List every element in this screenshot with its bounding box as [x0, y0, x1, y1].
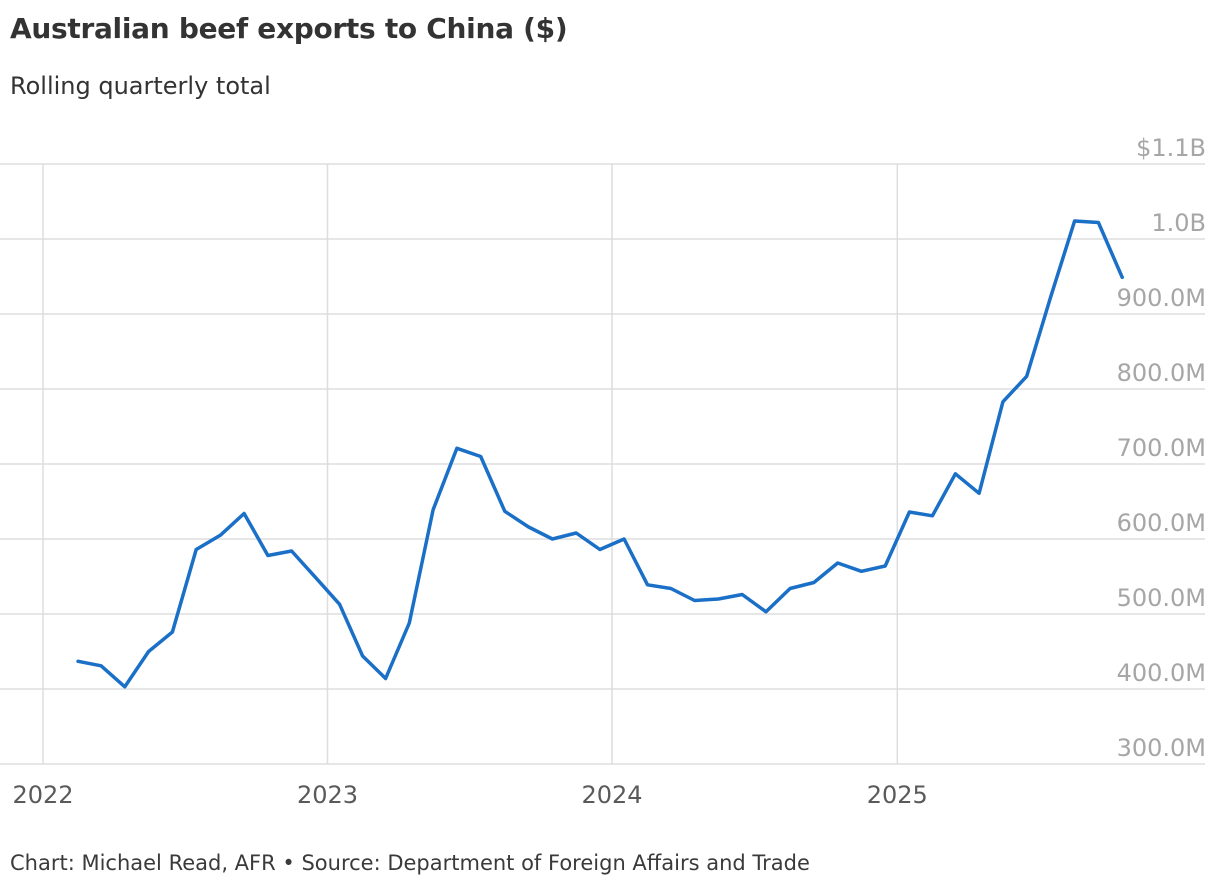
y-tick-label: 1.0B	[1151, 209, 1206, 237]
x-tick-label: 2025	[867, 781, 928, 809]
data-point[interactable]: 2023-06: 721	[451, 442, 463, 454]
data-point[interactable]: 2024-06: 526	[736, 589, 748, 601]
data-point[interactable]: 2022-05: 450	[143, 646, 155, 658]
data-point[interactable]: 2023-10: 600	[546, 533, 558, 545]
y-tick-label: 400.0M	[1117, 659, 1206, 687]
data-point[interactable]: 2022-09: 634	[238, 508, 250, 520]
series-line	[76, 219, 1124, 689]
data-point[interactable]: 2023-05: 639	[427, 504, 439, 516]
data-point[interactable]: 2022-04: 403	[119, 681, 131, 693]
y-tick-label: $1.1B	[1136, 134, 1206, 162]
data-point[interactable]: 2025-09: 1022	[1092, 217, 1104, 229]
data-point[interactable]: 2024-05: 520	[712, 593, 724, 605]
data-point[interactable]: 2022-08: 605	[214, 529, 226, 541]
chart-footer-credit: Chart: Michael Read, AFR • Source: Depar…	[10, 851, 810, 875]
data-point[interactable]: 2023-11: 608	[570, 527, 582, 539]
data-point[interactable]: 2025-02: 631	[926, 510, 938, 522]
data-point[interactable]: 2022-10: 578	[262, 550, 274, 562]
data-point[interactable]: 2025-05: 783	[997, 396, 1009, 408]
data-point[interactable]: 2023-12: 586	[594, 544, 606, 556]
x-tick-label: 2023	[297, 781, 358, 809]
data-point[interactable]: 2024-10: 568	[832, 557, 844, 569]
data-point[interactable]: 2023-01: 513	[334, 598, 346, 610]
data-point[interactable]: 2022-06: 476	[166, 626, 178, 638]
y-tick-label: 500.0M	[1117, 584, 1206, 612]
data-point[interactable]: 2022-12: 549	[309, 571, 321, 583]
data-point[interactable]: 2024-04: 518	[689, 595, 701, 607]
data-point[interactable]: 2024-02: 539	[642, 579, 654, 591]
x-tick-label: 2022	[12, 781, 73, 809]
y-tick-label: 700.0M	[1117, 434, 1206, 462]
series-layer: 2022-02: 437 2022-03: 431 2022-04: 403 2022…	[72, 215, 1128, 693]
data-point[interactable]: 2025-08: 1024	[1069, 215, 1081, 227]
data-point[interactable]: 2025-01: 636	[903, 506, 915, 518]
y-tick-label: 800.0M	[1117, 359, 1206, 387]
data-point[interactable]: 2023-09: 616	[523, 521, 535, 533]
data-point[interactable]: 2025-06: 817	[1021, 370, 1033, 382]
data-point[interactable]: 2024-11: 557	[855, 565, 867, 577]
data-point[interactable]: 2025-07: 922	[1045, 292, 1057, 304]
data-point[interactable]: 2024-08: 534	[784, 583, 796, 595]
data-point[interactable]: 2022-07: 586	[190, 544, 202, 556]
data-point[interactable]: 2023-02: 444	[357, 650, 369, 662]
data-point[interactable]: 2024-01: 600	[618, 533, 630, 545]
x-tick-label: 2024	[581, 781, 642, 809]
data-point[interactable]: 2022-02: 437	[72, 655, 84, 667]
data-point[interactable]: 2024-07: 503	[760, 606, 772, 618]
chart-title: Australian beef exports to China ($)	[10, 12, 568, 45]
x-axis-ticks: 2022 2023 2024 2025	[12, 781, 927, 809]
data-point[interactable]: 2022-03: 431	[95, 660, 107, 672]
chart-subtitle: Rolling quarterly total	[10, 72, 271, 100]
y-tick-label: 900.0M	[1117, 284, 1206, 312]
data-point[interactable]: 2022-11: 584	[286, 545, 298, 557]
data-point[interactable]: 2024-12: 564	[879, 560, 891, 572]
data-point[interactable]: 2023-08: 637	[499, 505, 511, 517]
data-point[interactable]: 2024-09: 542	[808, 577, 820, 589]
y-axis-ticks: 300.0M 400.0M 500.0M 600.0M 700.0M 800.0M 900.…	[1117, 134, 1206, 762]
line-chart: 300.0M 400.0M 500.0M 600.0M 700.0M 800.0M 900.…	[0, 134, 1206, 809]
data-point[interactable]: 2025-10: 949	[1116, 271, 1128, 283]
data-point[interactable]: 2025-04: 661	[973, 487, 985, 499]
data-point[interactable]: 2023-03: 414	[380, 673, 392, 685]
data-point[interactable]: 2023-07: 710	[475, 451, 487, 463]
data-point[interactable]: 2025-03: 687	[949, 468, 961, 480]
data-point[interactable]: 2023-04: 488	[403, 617, 415, 629]
data-point[interactable]: 2024-03: 534	[665, 583, 677, 595]
grid-lines	[0, 163, 1205, 765]
y-tick-label: 600.0M	[1117, 509, 1206, 537]
y-tick-label: 300.0M	[1117, 734, 1206, 762]
